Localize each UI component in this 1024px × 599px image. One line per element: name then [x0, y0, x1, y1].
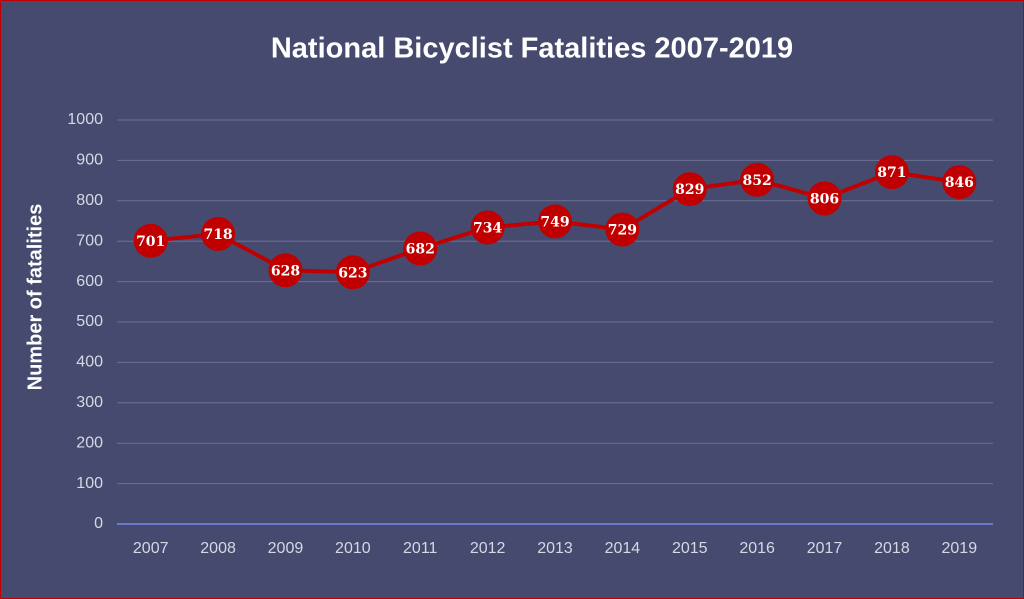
y-tick-label: 500 — [76, 313, 103, 330]
data-point — [470, 210, 505, 245]
y-tick-label: 1000 — [67, 111, 103, 128]
x-tick-label: 2018 — [874, 540, 910, 557]
data-point — [335, 255, 370, 290]
y-axis-label: Number of fatalities — [24, 204, 46, 391]
x-tick-label: 2017 — [807, 540, 843, 557]
value-label: 829 — [675, 182, 704, 198]
y-tick-label: 100 — [76, 475, 103, 492]
y-tick-label: 700 — [76, 232, 103, 249]
data-point — [201, 216, 236, 251]
chart-title: National Bicyclist Fatalities 2007-2019 — [271, 33, 793, 65]
x-tick-label: 2012 — [470, 540, 506, 557]
x-tick-label: 2016 — [739, 540, 775, 557]
y-tick-label: 800 — [76, 192, 103, 209]
y-tick-label: 0 — [94, 515, 103, 532]
data-point — [874, 155, 909, 190]
data-point — [268, 253, 303, 288]
data-point — [605, 212, 640, 247]
data-point — [740, 162, 775, 197]
x-tick-label: 2011 — [403, 540, 438, 557]
y-tick-label: 300 — [76, 394, 103, 411]
data-point — [403, 231, 438, 266]
value-label: 729 — [608, 222, 637, 238]
value-label: 623 — [338, 265, 367, 281]
value-label: 682 — [406, 241, 435, 257]
data-point — [807, 181, 842, 216]
x-tick-label: 2014 — [605, 540, 641, 557]
value-label: 852 — [743, 173, 772, 189]
value-label: 628 — [271, 263, 300, 279]
value-label: 734 — [473, 220, 502, 236]
data-point — [942, 165, 977, 200]
data-point — [538, 204, 572, 239]
data-point — [672, 172, 707, 207]
y-tick-label: 400 — [76, 354, 103, 371]
y-tick-label: 600 — [76, 273, 103, 290]
x-tick-label: 2007 — [133, 540, 169, 557]
value-label: 749 — [540, 214, 569, 230]
value-label: 846 — [945, 175, 974, 191]
value-label: 701 — [136, 234, 165, 250]
data-point — [133, 223, 168, 258]
x-tick-label: 2019 — [942, 540, 978, 557]
x-tick-label: 2008 — [200, 540, 236, 557]
x-tick-label: 2015 — [672, 540, 708, 557]
x-tick-label: 2013 — [537, 540, 573, 557]
value-label: 871 — [877, 165, 906, 181]
y-tick-label: 900 — [76, 152, 103, 169]
value-label: 806 — [810, 191, 839, 207]
x-tick-label: 2009 — [268, 540, 304, 557]
y-tick-label: 200 — [76, 434, 103, 451]
value-label: 718 — [203, 227, 232, 243]
x-tick-label: 2010 — [335, 540, 371, 557]
